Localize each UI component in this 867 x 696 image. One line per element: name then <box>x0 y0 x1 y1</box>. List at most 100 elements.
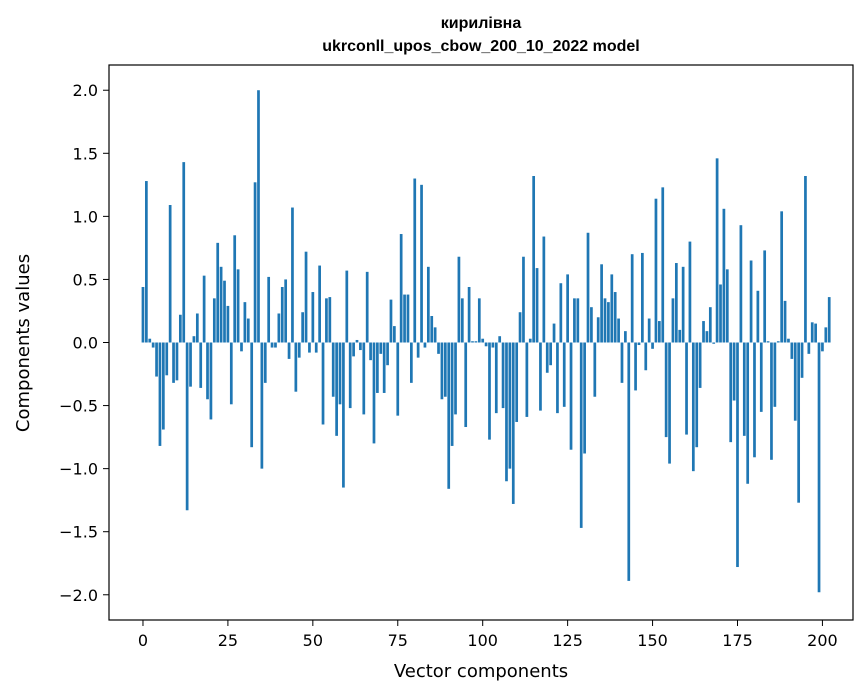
bar-194 <box>800 342 804 378</box>
bar-187 <box>776 341 780 343</box>
bar-9 <box>172 342 175 383</box>
bar-41 <box>280 287 284 343</box>
bar-129 <box>579 342 583 528</box>
bar-190 <box>787 338 790 343</box>
bar-20 <box>209 342 213 420</box>
bar-63 <box>355 339 359 343</box>
bar-82 <box>420 184 423 343</box>
bar-202 <box>827 297 831 343</box>
x-tick-label: 175 <box>722 631 753 650</box>
bar-79 <box>409 342 413 383</box>
bar-125 <box>566 274 569 343</box>
bar-197 <box>810 322 814 343</box>
bar-117 <box>539 342 542 411</box>
bar-184 <box>766 341 770 343</box>
y-tick-label: 1.0 <box>73 207 98 226</box>
bar-160 <box>685 342 688 435</box>
bar-170 <box>719 284 722 343</box>
bar-155 <box>668 342 671 464</box>
bar-5 <box>158 342 162 446</box>
bar-179 <box>749 260 753 343</box>
y-tick-label: 0.0 <box>73 334 98 353</box>
bar-93 <box>457 256 461 343</box>
bar-175 <box>736 342 739 568</box>
bar-66 <box>365 271 369 343</box>
bar-33 <box>253 182 257 343</box>
chart-title: кирилівна <box>441 15 522 32</box>
bar-145 <box>634 342 637 391</box>
bar-83 <box>423 342 427 348</box>
bar-148 <box>644 342 648 371</box>
bar-46 <box>297 342 301 358</box>
bar-180 <box>753 342 756 458</box>
y-tick-label: 0.5 <box>73 270 98 289</box>
x-tick-label: 200 <box>807 631 838 650</box>
bar-12 <box>182 162 186 343</box>
bar-75 <box>396 342 400 416</box>
bar-99 <box>477 298 481 343</box>
bar-126 <box>569 342 573 450</box>
bar-195 <box>804 176 807 343</box>
bar-96 <box>467 287 471 343</box>
bar-90 <box>447 342 451 489</box>
bar-102 <box>488 342 491 440</box>
bar-73 <box>389 299 393 343</box>
bar-101 <box>484 342 488 347</box>
bar-166 <box>705 331 709 343</box>
bar-53 <box>321 342 325 425</box>
bar-122 <box>556 342 559 414</box>
bar-16 <box>195 313 199 343</box>
bar-52 <box>318 265 321 343</box>
bar-76 <box>399 234 403 343</box>
bar-49 <box>308 342 311 353</box>
bar-64 <box>359 342 362 351</box>
bar-132 <box>590 307 593 343</box>
bar-116 <box>535 268 539 343</box>
bar-55 <box>328 297 332 343</box>
bar-124 <box>562 342 566 407</box>
bar-168 <box>712 342 716 344</box>
bar-121 <box>552 323 556 343</box>
bar-156 <box>671 298 675 343</box>
bar-32 <box>250 342 254 448</box>
bar-71 <box>382 342 386 393</box>
bar-118 <box>542 236 546 343</box>
bar-21 <box>212 298 216 343</box>
bar-89 <box>443 342 447 397</box>
bar-94 <box>460 298 464 343</box>
bar-133 <box>593 342 597 397</box>
bar-130 <box>583 342 586 454</box>
bar-154 <box>664 342 668 438</box>
bar-158 <box>678 329 682 343</box>
bar-142 <box>624 331 627 343</box>
bar-69 <box>376 342 379 393</box>
bar-56 <box>331 342 335 397</box>
bar-119 <box>545 342 549 373</box>
bar-80 <box>413 178 417 343</box>
bar-65 <box>362 342 366 415</box>
bar-191 <box>790 342 794 359</box>
bar-27 <box>233 235 237 343</box>
bar-26 <box>229 342 233 405</box>
bar-123 <box>559 283 563 343</box>
bar-113 <box>525 342 529 417</box>
bar-108 <box>508 342 512 469</box>
x-axis-label: Vector components <box>394 661 568 682</box>
bar-152 <box>657 321 661 343</box>
bar-74 <box>393 326 396 343</box>
bar-0 <box>141 287 145 343</box>
bar-199 <box>817 342 821 593</box>
bar-25 <box>226 305 230 343</box>
bar-36 <box>263 342 267 383</box>
bar-182 <box>759 342 763 412</box>
y-tick-label: −2.0 <box>59 586 98 605</box>
bar-6 <box>161 342 165 430</box>
bar-111 <box>518 312 522 343</box>
bar-58 <box>338 342 342 405</box>
bar-23 <box>219 266 223 343</box>
bar-30 <box>243 302 247 343</box>
bar-186 <box>773 342 777 407</box>
bar-134 <box>596 317 600 343</box>
bar-183 <box>763 250 767 343</box>
bar-62 <box>352 342 355 357</box>
